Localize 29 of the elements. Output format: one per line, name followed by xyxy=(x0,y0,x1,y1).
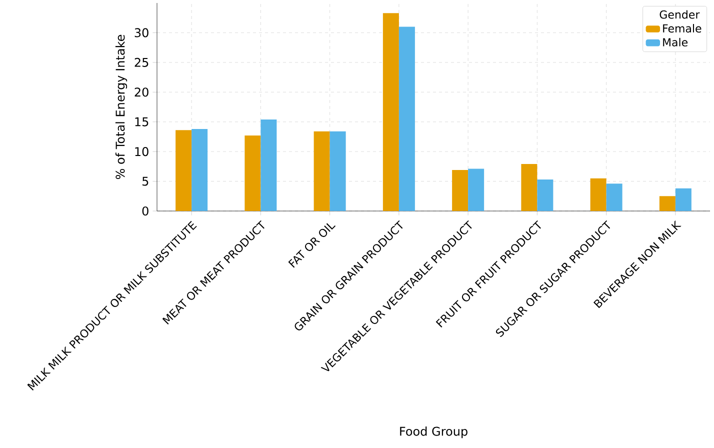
bar xyxy=(521,164,538,211)
x-tick-label: FAT OR OIL xyxy=(288,223,336,268)
y-axis-title: % of Total Energy Intake xyxy=(115,34,128,180)
bar xyxy=(398,26,415,211)
y-tick-label: 15 xyxy=(135,117,148,126)
legend-title: Gender xyxy=(660,10,700,19)
bar xyxy=(606,184,622,211)
bar xyxy=(314,131,330,211)
bar xyxy=(244,136,261,211)
bar xyxy=(452,170,468,211)
bar xyxy=(192,128,208,211)
bar xyxy=(330,131,346,211)
bar xyxy=(659,196,676,211)
legend-label: Male xyxy=(663,38,688,46)
bar xyxy=(468,168,484,211)
y-tick-label: 10 xyxy=(135,147,148,156)
bar xyxy=(176,130,192,211)
bar xyxy=(260,119,277,211)
y-tick-label: 20 xyxy=(134,88,148,97)
y-tick-label: 30 xyxy=(134,28,148,38)
y-tick-label: 0 xyxy=(142,206,148,216)
bar xyxy=(537,180,554,211)
x-axis-title: Food Group xyxy=(400,426,468,438)
y-tick-label: 25 xyxy=(134,58,148,67)
bar xyxy=(590,178,606,211)
y-tick-label: 5 xyxy=(142,176,148,186)
bar xyxy=(675,188,692,211)
bar xyxy=(382,13,399,211)
legend-label: Female xyxy=(663,24,702,33)
